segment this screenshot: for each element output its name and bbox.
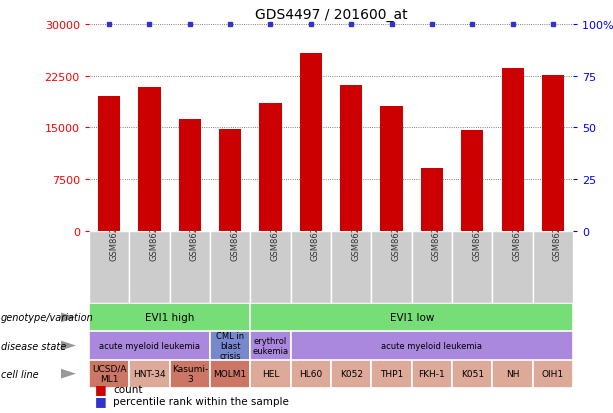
Text: FKH-1: FKH-1 bbox=[419, 369, 445, 378]
Text: GSM862828: GSM862828 bbox=[472, 209, 481, 260]
Bar bbox=[139, 88, 161, 231]
Bar bbox=[210, 231, 250, 304]
Text: HEL: HEL bbox=[262, 369, 279, 378]
Bar bbox=[533, 231, 573, 304]
Bar bbox=[250, 332, 291, 360]
Bar bbox=[89, 304, 250, 332]
Bar bbox=[381, 107, 403, 231]
Text: EVI1 low: EVI1 low bbox=[389, 313, 434, 323]
Text: GSM862833: GSM862833 bbox=[190, 209, 199, 260]
Bar bbox=[452, 360, 492, 388]
Bar bbox=[250, 304, 573, 332]
Bar bbox=[178, 120, 201, 231]
Bar bbox=[371, 231, 412, 304]
Bar bbox=[331, 231, 371, 304]
Bar bbox=[412, 231, 452, 304]
Text: K051: K051 bbox=[461, 369, 484, 378]
Text: GSM862823: GSM862823 bbox=[270, 209, 280, 260]
Text: HL60: HL60 bbox=[299, 369, 322, 378]
Bar bbox=[371, 360, 412, 388]
Text: genotype/variation: genotype/variation bbox=[1, 313, 93, 323]
Bar bbox=[219, 129, 242, 231]
Bar bbox=[340, 85, 362, 231]
Text: GSM862829: GSM862829 bbox=[512, 209, 522, 260]
Text: MOLM1: MOLM1 bbox=[213, 369, 247, 378]
Bar bbox=[533, 360, 573, 388]
Text: UCSD/A
ML1: UCSD/A ML1 bbox=[92, 364, 126, 383]
Text: CML in
blast
crisis: CML in blast crisis bbox=[216, 331, 244, 361]
Bar bbox=[542, 76, 564, 231]
Text: GSM862831: GSM862831 bbox=[109, 209, 118, 260]
Text: ■: ■ bbox=[95, 382, 107, 396]
Bar bbox=[250, 231, 291, 304]
Text: acute myeloid leukemia: acute myeloid leukemia bbox=[99, 341, 200, 350]
Polygon shape bbox=[61, 369, 76, 379]
Text: OIH1: OIH1 bbox=[542, 369, 564, 378]
Bar bbox=[170, 231, 210, 304]
Bar bbox=[452, 231, 492, 304]
Bar bbox=[291, 360, 331, 388]
Bar bbox=[89, 360, 129, 388]
Text: count: count bbox=[113, 384, 143, 394]
Bar bbox=[412, 360, 452, 388]
Text: GSM862825: GSM862825 bbox=[351, 209, 360, 260]
Bar bbox=[291, 332, 573, 360]
Text: ■: ■ bbox=[95, 394, 107, 407]
Bar bbox=[421, 169, 443, 231]
Bar bbox=[259, 103, 281, 231]
Bar bbox=[170, 360, 210, 388]
Text: NH: NH bbox=[506, 369, 519, 378]
Bar bbox=[291, 231, 331, 304]
Text: cell line: cell line bbox=[1, 369, 38, 379]
Bar bbox=[501, 69, 524, 231]
Text: GSM862830: GSM862830 bbox=[553, 209, 562, 260]
Bar bbox=[250, 360, 291, 388]
Bar bbox=[89, 332, 210, 360]
Bar bbox=[492, 231, 533, 304]
Polygon shape bbox=[61, 313, 76, 323]
Bar bbox=[492, 360, 533, 388]
Text: GSM862824: GSM862824 bbox=[311, 209, 320, 260]
Text: HNT-34: HNT-34 bbox=[133, 369, 166, 378]
Text: disease state: disease state bbox=[1, 341, 66, 351]
Bar bbox=[89, 231, 129, 304]
Bar bbox=[98, 97, 120, 231]
Text: GSM862834: GSM862834 bbox=[230, 209, 239, 260]
Text: THP1: THP1 bbox=[380, 369, 403, 378]
Text: GSM862827: GSM862827 bbox=[432, 209, 441, 260]
Bar bbox=[331, 360, 371, 388]
Text: acute myeloid leukemia: acute myeloid leukemia bbox=[381, 341, 482, 350]
Bar bbox=[300, 54, 322, 231]
Text: Kasumi-
3: Kasumi- 3 bbox=[172, 364, 208, 383]
Bar bbox=[461, 131, 484, 231]
Bar bbox=[210, 332, 250, 360]
Text: GSM862832: GSM862832 bbox=[150, 209, 158, 260]
Bar bbox=[129, 231, 170, 304]
Text: K052: K052 bbox=[340, 369, 363, 378]
Title: GDS4497 / 201600_at: GDS4497 / 201600_at bbox=[255, 8, 407, 22]
Text: EVI1 high: EVI1 high bbox=[145, 313, 194, 323]
Bar bbox=[210, 360, 250, 388]
Text: percentile rank within the sample: percentile rank within the sample bbox=[113, 396, 289, 406]
Text: GSM862826: GSM862826 bbox=[392, 209, 400, 260]
Text: erythrol
eukemia: erythrol eukemia bbox=[253, 336, 289, 355]
Polygon shape bbox=[61, 341, 76, 351]
Bar bbox=[129, 360, 170, 388]
